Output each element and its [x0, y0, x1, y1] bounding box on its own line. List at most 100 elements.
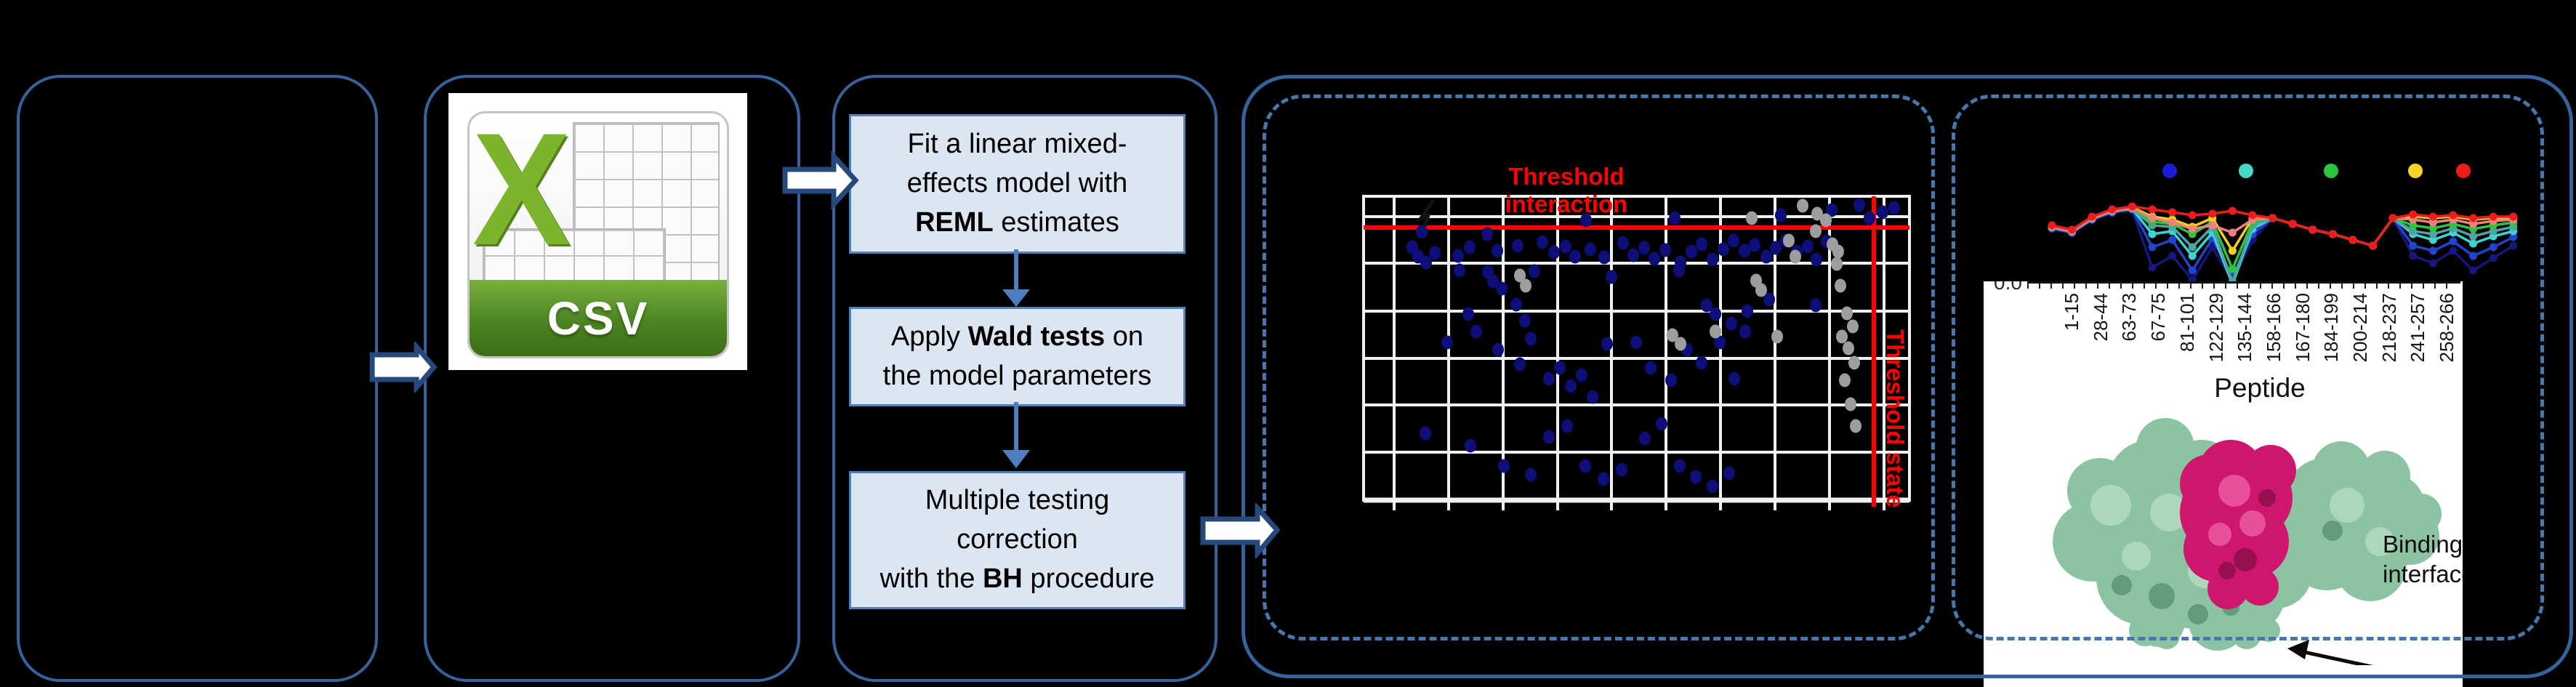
- scatter-point-significant: [1601, 337, 1613, 351]
- scatter-point-significant: [1723, 466, 1735, 481]
- peptide-axis-title: Peptide: [2214, 373, 2306, 403]
- scatter-point-significant: [1598, 250, 1610, 265]
- legend-dot-green: [2324, 164, 2338, 178]
- scatter-point-nonsignificant: [1797, 198, 1808, 213]
- peptide-tick-label: 158-166: [2262, 293, 2285, 363]
- peptide-tick-label: 63-73: [2118, 293, 2141, 342]
- scatter-point-significant: [1616, 462, 1627, 477]
- scatter-point-nonsignificant: [1845, 397, 1856, 411]
- scatter-point-significant: [1826, 203, 1838, 217]
- scatter-point-nonsignificant: [1820, 213, 1832, 228]
- excel-x-icon: X: [472, 111, 571, 278]
- peptide-tick-label: 135-144: [2234, 293, 2256, 363]
- scatter-point-nonsignificant: [1746, 211, 1758, 225]
- scatter-point-significant: [1696, 355, 1707, 370]
- protein-structure-image: [2053, 418, 2442, 665]
- scatter-point-significant: [1429, 246, 1441, 260]
- scatter-point-nonsignificant: [1836, 329, 1848, 344]
- peptide-tick-label: 200-214: [2349, 293, 2371, 363]
- x-axis-line: [2027, 281, 2460, 284]
- scatter-point-significant: [1665, 373, 1677, 387]
- peptide-profile-chart: [2048, 164, 2518, 289]
- scatter-point-significant: [1406, 240, 1418, 254]
- scatter-point-nonsignificant: [1810, 224, 1822, 238]
- scatter-point-nonsignificant: [1755, 283, 1767, 297]
- scatter-point-significant: [1560, 239, 1571, 254]
- scatter-point-significant: [1462, 307, 1474, 321]
- scatter-point-significant: [1525, 467, 1537, 482]
- csv-file-image: X CSV: [448, 93, 747, 370]
- panel-statistics: [832, 75, 1217, 682]
- scatter-point-significant: [1627, 248, 1639, 262]
- scatter-point-significant: [1481, 227, 1493, 241]
- peptide-tick-label: 67-75: [2147, 293, 2170, 342]
- scatter-point-significant: [1674, 459, 1686, 473]
- scatter-point-significant: [1492, 244, 1503, 258]
- scatter-point-significant: [1512, 238, 1524, 253]
- scatter-point-significant: [1659, 243, 1671, 257]
- scatter-point-significant: [1763, 292, 1775, 307]
- scatter-point-significant: [1525, 332, 1537, 346]
- peptide-tick-label: 167-180: [2291, 293, 2314, 363]
- scatter-point-nonsignificant: [1790, 249, 1801, 264]
- binding-interface-label: Binding interface: [2383, 531, 2463, 588]
- annotation-arrow: [1416, 198, 1436, 227]
- arrow-csv-to-statistics: [782, 151, 859, 209]
- scatter-point-nonsignificant: [1520, 278, 1531, 293]
- scatter-point-significant: [1565, 379, 1577, 393]
- scatter-point-significant: [1576, 368, 1587, 382]
- scatter-point-significant: [1464, 240, 1476, 254]
- scatter-point-significant: [1554, 361, 1566, 375]
- scatter-point-significant: [1548, 245, 1560, 260]
- scatter-point-significant: [1487, 274, 1499, 289]
- scatter-point-nonsignificant: [1848, 355, 1860, 370]
- scatter-point-nonsignificant: [1847, 319, 1859, 334]
- csv-banner-label: CSV: [547, 292, 650, 345]
- scatter-point-significant: [1673, 263, 1685, 278]
- peptide-tick-label: 28-44: [2089, 293, 2112, 342]
- scatter-point-significant: [1775, 208, 1787, 222]
- scatter-point-significant: [1656, 417, 1667, 431]
- flow-down-arrow: [1002, 249, 1030, 307]
- scatter-point-significant: [1728, 371, 1740, 386]
- spreadsheet-grid-icon: [483, 228, 666, 282]
- scatter-point-significant: [1569, 249, 1581, 264]
- scatter-point-significant: [1749, 238, 1760, 252]
- scatter-point-nonsignificant: [1710, 324, 1721, 339]
- scatter-point-nonsignificant: [1811, 206, 1823, 221]
- scatter-point-nonsignificant: [1514, 268, 1526, 283]
- legend-dot-red: [2456, 164, 2471, 178]
- y-axis-zero-label: 0.0: [1994, 281, 2022, 294]
- scatter-point-significant: [1649, 252, 1660, 266]
- scatter-point-significant: [1864, 211, 1875, 225]
- flow-step-bh-correction: Multiple testing correction with the BH pr…: [849, 471, 1186, 609]
- arrow-input-to-csv: [369, 342, 438, 393]
- panel-input: [17, 75, 378, 682]
- csv-file-icon: X CSV: [467, 111, 729, 358]
- scatter-point-significant: [1543, 430, 1555, 444]
- scatter-point-significant: [1606, 270, 1617, 284]
- scatter-point-significant: [1420, 426, 1431, 441]
- legend-dot-cyan: [2239, 164, 2253, 178]
- scatter-point-significant: [1510, 297, 1522, 312]
- scatter-point-significant: [1416, 225, 1428, 239]
- scatter-point-significant: [1420, 255, 1432, 270]
- scatter-point-significant: [1888, 201, 1900, 215]
- scatter-point-significant: [1514, 357, 1526, 371]
- scatter-point-significant: [1598, 472, 1609, 486]
- scatter-point-nonsignificant: [1843, 341, 1854, 355]
- scatter-point-significant: [1498, 459, 1510, 473]
- scatter-point-significant: [1561, 419, 1573, 433]
- scatter-point-significant: [1580, 213, 1592, 228]
- csv-banner: CSV: [470, 280, 727, 356]
- scatter-point-significant: [1638, 241, 1650, 255]
- arrow-statistics-to-results: [1200, 503, 1281, 558]
- scatter-point-significant: [1454, 263, 1465, 278]
- scatter-point-significant: [1853, 198, 1865, 212]
- scatter-point-significant: [1707, 479, 1718, 494]
- scatter-point-significant: [1686, 244, 1697, 259]
- scatter-point-significant: [1739, 324, 1751, 339]
- threshold-state-label: Threshold state: [1882, 329, 1909, 508]
- scatter-point-significant: [1630, 335, 1642, 350]
- flow-down-arrow: [1002, 402, 1030, 468]
